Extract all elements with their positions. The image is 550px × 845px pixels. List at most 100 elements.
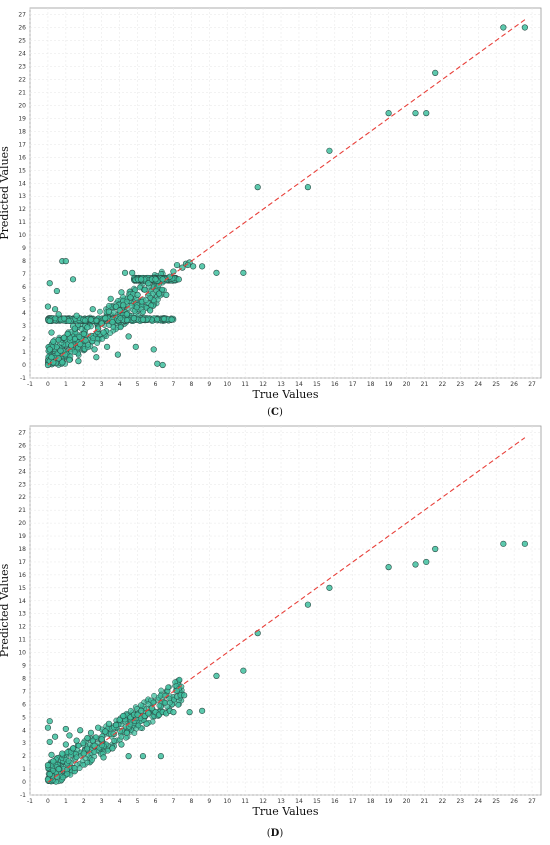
scatter-point bbox=[50, 338, 57, 345]
scatter-point bbox=[44, 762, 52, 769]
y-tick-label: 20 bbox=[18, 102, 26, 109]
scatter-point bbox=[135, 722, 142, 729]
y-axis-title: Predicted Values bbox=[0, 563, 11, 657]
scatter-point bbox=[91, 749, 98, 755]
y-tick-label: 14 bbox=[18, 598, 26, 605]
scatter-point bbox=[52, 315, 59, 322]
scatter-point bbox=[170, 709, 177, 716]
scatter-point bbox=[254, 184, 261, 191]
scatter-point bbox=[140, 309, 147, 315]
x-tick-label: 3 bbox=[100, 798, 104, 805]
scatter-point bbox=[190, 263, 197, 270]
x-tick-label: 23 bbox=[456, 798, 464, 805]
x-tick-label: 5 bbox=[136, 381, 140, 388]
scatter-point bbox=[91, 346, 98, 353]
scatter-point bbox=[60, 774, 66, 781]
scatter-point bbox=[103, 343, 111, 350]
scatter-point bbox=[60, 315, 67, 322]
scatter-point bbox=[89, 306, 96, 313]
x-tick-label: -1 bbox=[27, 798, 33, 805]
scatter-chart-c: -1 0 1 2 3 4 5 6 7 8 9 10 11 12 13 14 15 16 17 18 19 20 21 22 23… bbox=[0, 7, 542, 401]
y-tick-label: 22 bbox=[18, 76, 26, 83]
x-tick-label: 12 bbox=[259, 798, 267, 805]
scatter-point bbox=[139, 316, 147, 323]
scatter-point bbox=[123, 729, 130, 736]
y-tick-label: 11 bbox=[18, 219, 26, 226]
scatter-point bbox=[184, 261, 191, 269]
scatter-point bbox=[46, 738, 53, 746]
y-tick-label: 8 bbox=[22, 675, 26, 682]
scatter-point bbox=[99, 336, 106, 342]
x-tick-label: 4 bbox=[118, 381, 122, 388]
scatter-point bbox=[149, 290, 156, 297]
scatter-point bbox=[52, 306, 59, 313]
x-tick-label: 18 bbox=[367, 798, 375, 805]
scatter-point bbox=[87, 729, 95, 736]
scatter-point bbox=[138, 707, 145, 714]
scatter-point bbox=[105, 308, 112, 315]
y-tick-label: 5 bbox=[22, 714, 26, 721]
scatter-point bbox=[46, 771, 53, 778]
scatter-point bbox=[44, 303, 52, 310]
scatter-point bbox=[157, 753, 164, 760]
scatter-point bbox=[145, 701, 152, 708]
x-tick-label: 15 bbox=[313, 798, 321, 805]
scatter-point bbox=[521, 24, 528, 31]
y-tick-label: 13 bbox=[18, 193, 26, 200]
scatter-point bbox=[65, 758, 72, 764]
x-tick-label: 22 bbox=[439, 798, 447, 805]
scatter-point bbox=[154, 360, 161, 367]
scatter-point bbox=[136, 284, 143, 291]
y-tick-label: 17 bbox=[18, 141, 26, 148]
x-tick-label: 17 bbox=[349, 798, 357, 805]
scatter-point bbox=[110, 730, 117, 737]
y-tick-label: 1 bbox=[22, 349, 26, 356]
scatter-point bbox=[55, 337, 62, 343]
scatter-point bbox=[93, 354, 100, 361]
y-tick-label: 3 bbox=[22, 323, 26, 330]
scatter-point bbox=[141, 286, 148, 293]
scatter-point bbox=[69, 745, 77, 752]
scatter-point bbox=[44, 724, 52, 731]
scatter-point bbox=[118, 289, 125, 296]
x-tick-label: 2 bbox=[82, 798, 86, 805]
y-tick-label: 17 bbox=[18, 559, 26, 566]
scatter-point bbox=[89, 757, 96, 763]
scatter-point bbox=[97, 308, 103, 315]
scatter-point bbox=[89, 737, 96, 744]
scatter-point bbox=[104, 747, 111, 754]
scatter-point bbox=[240, 269, 247, 276]
y-tick-label: -1 bbox=[20, 792, 26, 799]
scatter-point bbox=[48, 751, 55, 758]
scatter-point bbox=[112, 303, 120, 310]
scatter-point bbox=[123, 317, 130, 323]
scatter-point bbox=[127, 294, 134, 301]
scatter-point bbox=[125, 333, 132, 340]
x-tick-label: 21 bbox=[421, 381, 429, 388]
scatter-point bbox=[159, 361, 166, 369]
scatter-point bbox=[412, 110, 419, 117]
x-tick-label: 24 bbox=[474, 381, 482, 388]
scatter-point bbox=[500, 24, 507, 31]
scatter-point bbox=[147, 294, 154, 301]
scatter-point bbox=[78, 326, 85, 332]
x-tick-label: 9 bbox=[207, 381, 211, 388]
y-tick-label: 27 bbox=[18, 429, 26, 436]
y-tick-label: 10 bbox=[18, 232, 26, 239]
scatter-point bbox=[50, 758, 57, 765]
chart-panel-c: -1 0 1 2 3 4 5 6 7 8 9 10 11 12 13 14 15 16 17 18 19 20 21 22 23… bbox=[0, 0, 550, 422]
scatter-point bbox=[163, 291, 170, 299]
scatter-point bbox=[148, 705, 156, 712]
scatter-point bbox=[154, 316, 160, 323]
scatter-point bbox=[53, 287, 60, 295]
y-tick-label: -1 bbox=[20, 375, 26, 382]
scatter-point bbox=[213, 672, 220, 679]
scatter-point bbox=[304, 601, 312, 608]
y-axis-title: Predicted Values bbox=[0, 146, 11, 240]
scatter-point bbox=[143, 720, 150, 727]
x-tick-label: -1 bbox=[27, 381, 33, 388]
x-axis-title: True Values bbox=[253, 388, 319, 401]
scatter-point bbox=[62, 725, 69, 733]
x-tick-label: 27 bbox=[528, 381, 536, 388]
scatter-point bbox=[46, 346, 53, 353]
